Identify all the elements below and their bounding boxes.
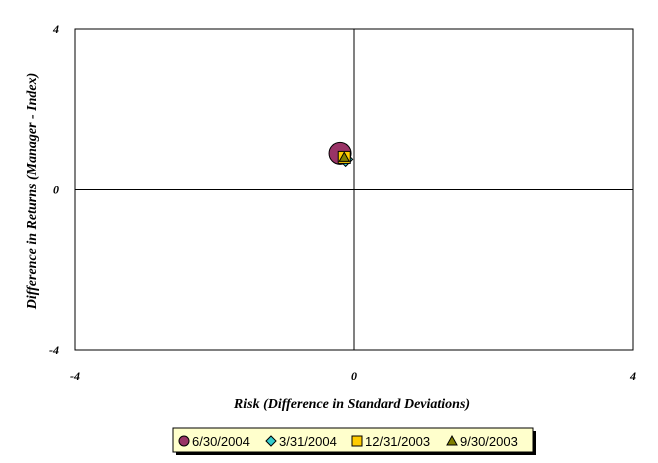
y-axis-title: Difference in Returns (Manager - Index) bbox=[25, 73, 40, 311]
data-points bbox=[328, 141, 354, 168]
legend-marker-triangle bbox=[446, 434, 458, 446]
legend-label: 12/31/2003 bbox=[365, 434, 430, 449]
y-tick-label: -4 bbox=[49, 343, 59, 357]
x-tick-label: 4 bbox=[629, 369, 636, 383]
legend-label: 3/31/2004 bbox=[279, 434, 337, 449]
x-tick-label: -4 bbox=[70, 369, 80, 383]
tick-labels: -4 0 4 -4 0 4 bbox=[49, 22, 636, 383]
legend-label: 9/30/2003 bbox=[460, 434, 518, 449]
data-point-triangle bbox=[338, 151, 351, 162]
x-tick-label: 0 bbox=[351, 369, 357, 383]
legend-marker-square bbox=[351, 435, 363, 447]
legend-marker-circle bbox=[178, 435, 190, 447]
legend-label: 6/30/2004 bbox=[192, 434, 250, 449]
x-axis-title: Risk (Difference in Standard Deviations) bbox=[233, 397, 470, 412]
y-tick-label: 4 bbox=[52, 22, 59, 36]
y-tick-label: 0 bbox=[53, 183, 59, 197]
legend: 6/30/2004 3/31/2004 12/31/2003 9/30/2003 bbox=[172, 427, 536, 455]
legend-marker-diamond bbox=[265, 435, 277, 447]
